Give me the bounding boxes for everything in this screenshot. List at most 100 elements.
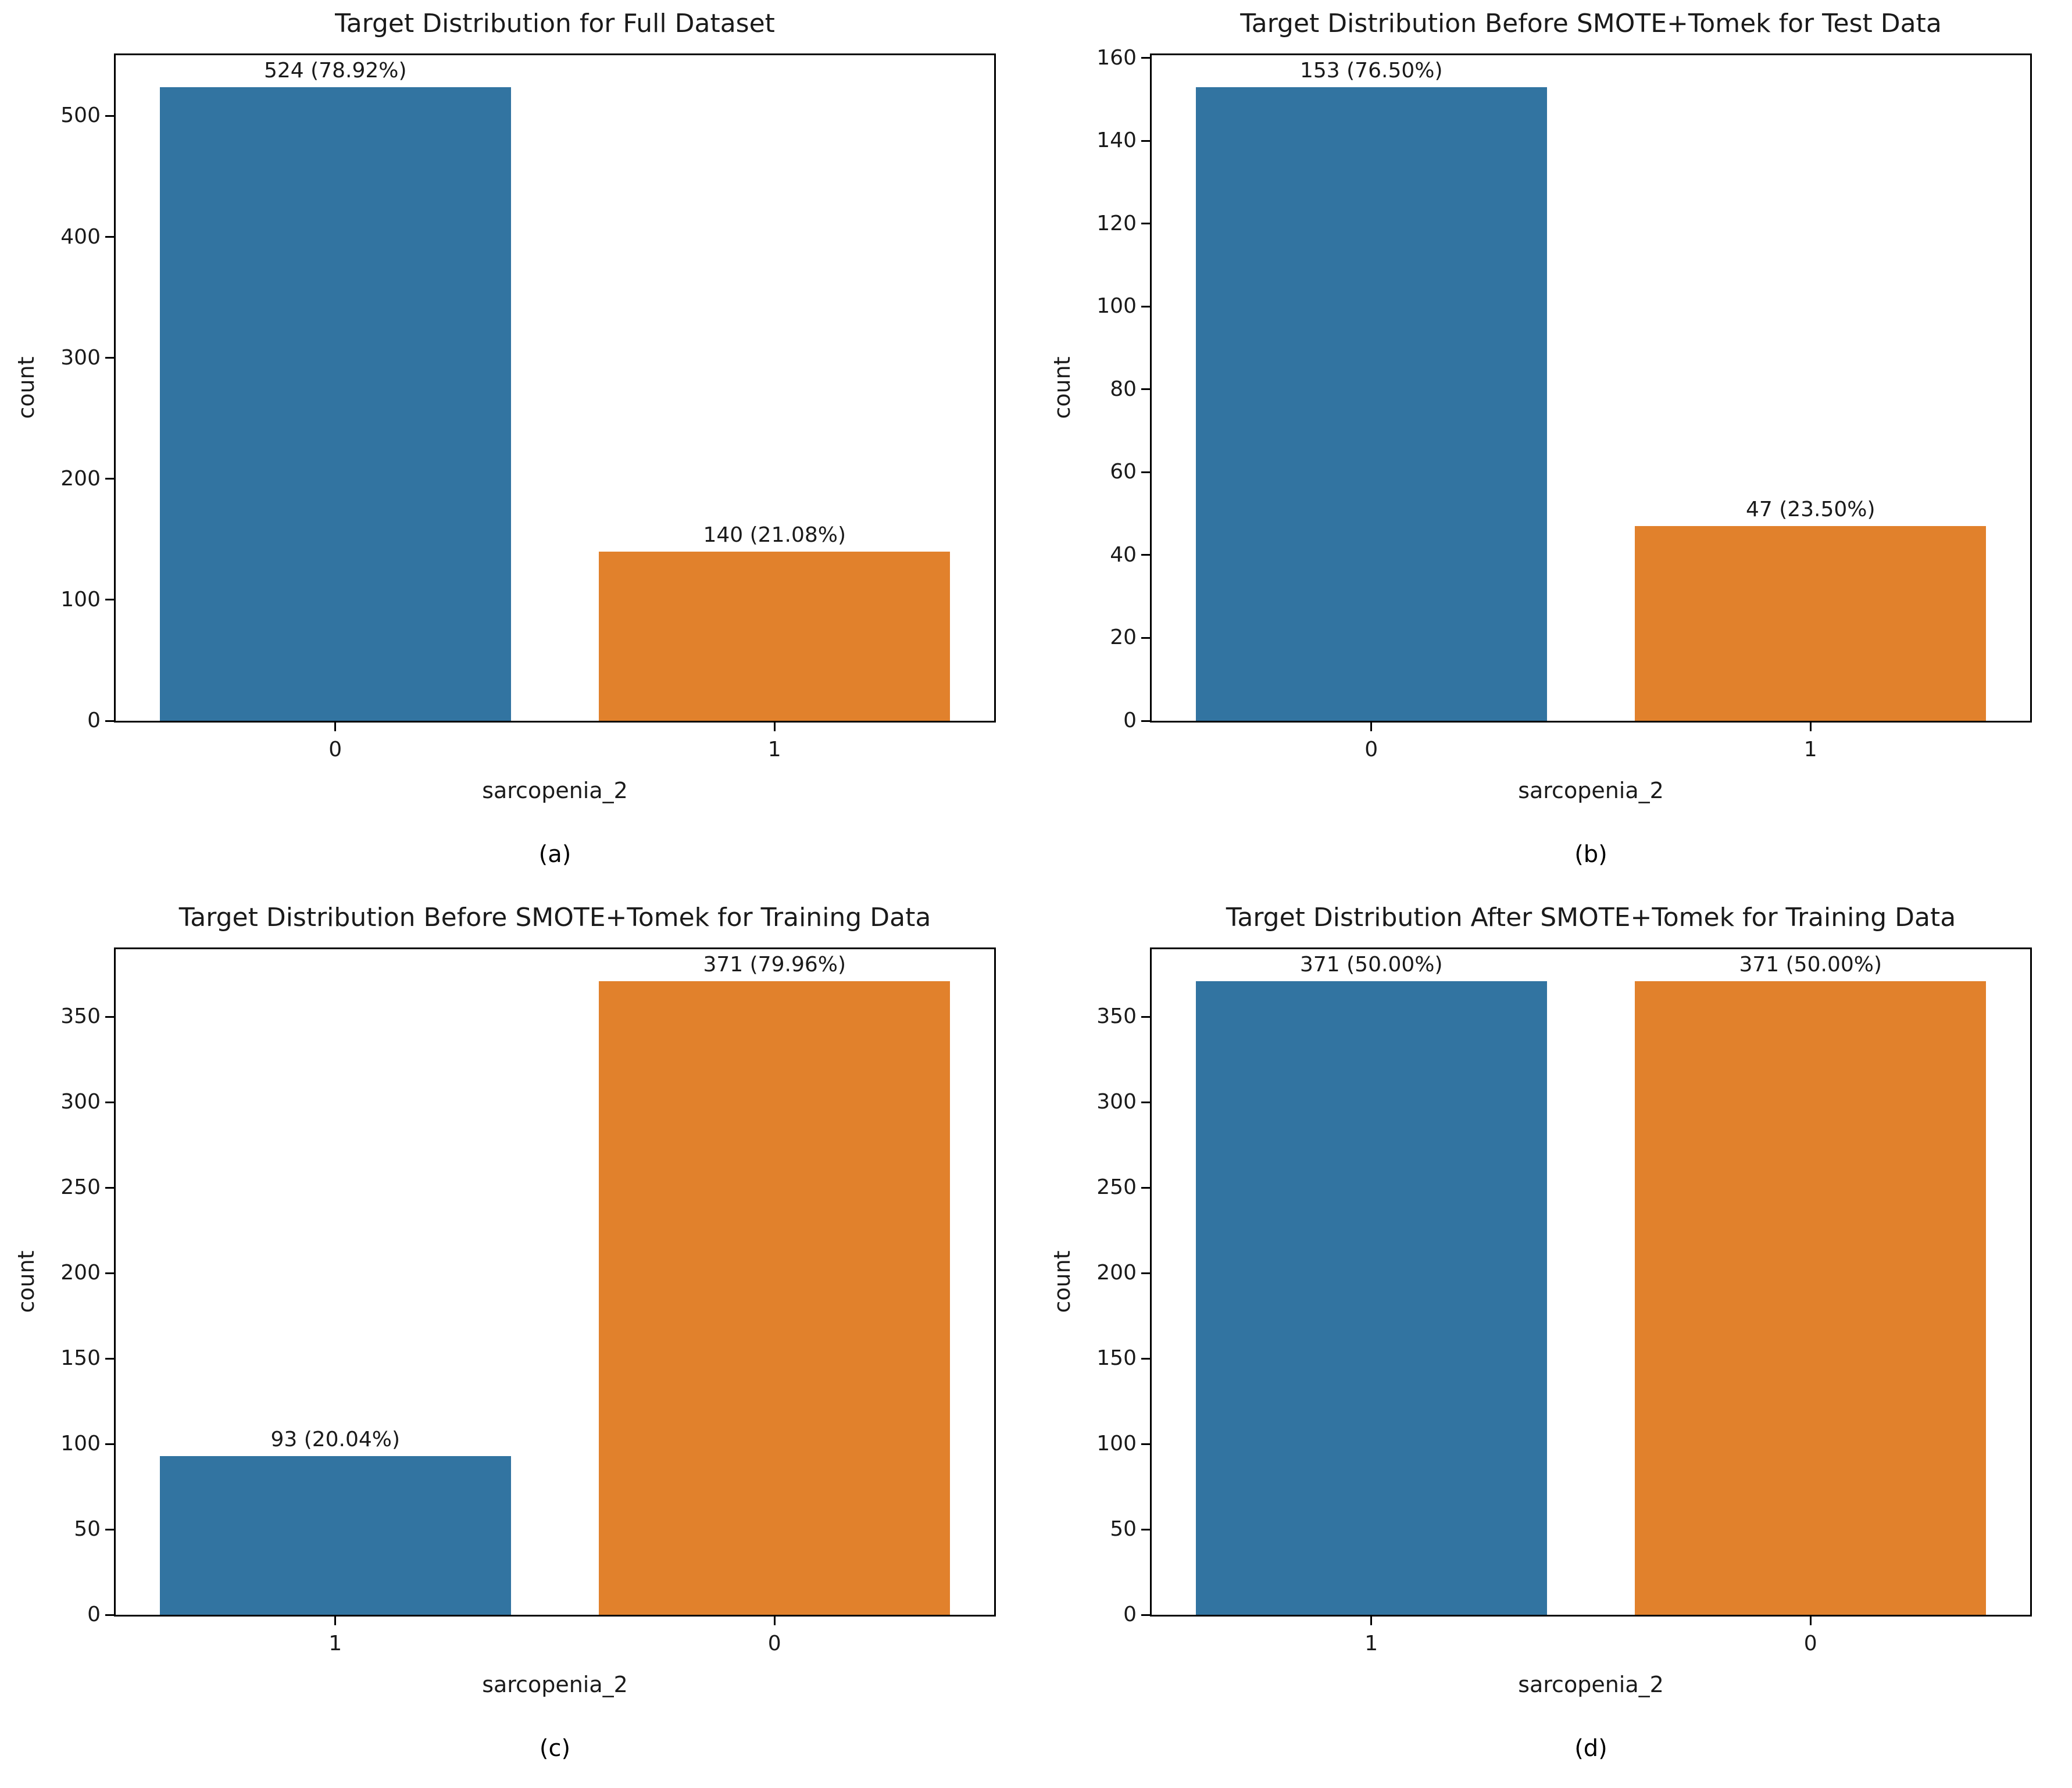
y-tick-label: 40 — [1110, 542, 1137, 567]
chart-title: Target Distribution After SMOTE+Tomek fo… — [1226, 903, 1956, 932]
y-tick-label: 60 — [1110, 460, 1137, 484]
bar-value-label: 140 (21.08%) — [703, 523, 846, 547]
x-tick-label: 1 — [1803, 738, 1817, 761]
y-tick-label: 0 — [87, 1603, 101, 1626]
bar — [599, 981, 951, 1615]
plot-area: 524 (78.92%) 140 (21.08%) — [114, 53, 996, 723]
x-axis-label: sarcopenia_2 — [1518, 778, 1664, 803]
y-tick-label: 200 — [1096, 1261, 1137, 1285]
y-tick-label: 400 — [60, 224, 101, 249]
y-tick-mark — [1141, 471, 1150, 473]
y-tick-mark — [1141, 1443, 1150, 1445]
y-tick-label: 300 — [1096, 1090, 1137, 1114]
bar — [599, 551, 951, 721]
x-tick-mark — [334, 723, 337, 731]
y-tick-label: 20 — [1110, 625, 1137, 650]
x-axis-label: sarcopenia_2 — [1518, 1672, 1664, 1697]
x-tick-mark — [1809, 723, 1812, 731]
y-tick-label: 150 — [60, 1346, 101, 1371]
x-tick-mark — [1809, 1617, 1812, 1625]
x-tick-mark — [773, 723, 776, 731]
x-axis-label: sarcopenia_2 — [482, 1672, 628, 1697]
x-axis-label: sarcopenia_2 — [482, 778, 628, 803]
subplot-b: Target Distribution Before SMOTE+Tomek f… — [1036, 0, 2072, 894]
subplot-c: Target Distribution Before SMOTE+Tomek f… — [0, 894, 1036, 1788]
y-tick-mark — [1141, 554, 1150, 556]
x-tick-label: 1 — [767, 738, 781, 761]
plot-area: 93 (20.04%) 371 (79.96%) — [114, 947, 996, 1617]
chart-title: Target Distribution for Full Dataset — [335, 9, 775, 38]
y-tick-mark — [105, 1101, 114, 1103]
bar — [159, 87, 511, 721]
y-tick-label: 100 — [60, 587, 101, 612]
bar-value-label: 371 (50.00%) — [1299, 952, 1443, 977]
y-tick-label: 140 — [1096, 128, 1137, 153]
y-tick-label: 150 — [1096, 1346, 1137, 1371]
y-tick-label: 80 — [1110, 377, 1137, 401]
y-tick-label: 0 — [1123, 709, 1137, 732]
y-tick-label: 350 — [60, 1004, 101, 1029]
y-tick-mark — [1141, 223, 1150, 225]
y-tick-mark — [1141, 1101, 1150, 1103]
x-tick-mark — [334, 1617, 337, 1625]
y-tick-label: 50 — [1110, 1517, 1137, 1542]
y-tick-label: 120 — [1096, 211, 1137, 235]
y-tick-mark — [105, 1357, 114, 1360]
y-tick-label: 300 — [60, 345, 101, 370]
x-tick-label: 0 — [767, 1632, 781, 1655]
y-tick-label: 0 — [87, 709, 101, 732]
chart-title: Target Distribution Before SMOTE+Tomek f… — [1240, 9, 1942, 38]
subplot-caption: (d) — [1574, 1735, 1607, 1762]
y-tick-mark — [105, 1015, 114, 1018]
y-tick-mark — [1141, 57, 1150, 59]
x-tick-label: 0 — [1803, 1632, 1817, 1655]
y-tick-mark — [1141, 1272, 1150, 1274]
bar — [1195, 981, 1547, 1615]
x-tick-label: 0 — [1364, 738, 1378, 761]
y-tick-label: 300 — [60, 1090, 101, 1114]
subplot-caption: (a) — [538, 841, 571, 868]
x-tick-label: 0 — [328, 738, 342, 761]
bar — [1195, 87, 1547, 721]
x-tick-mark — [1370, 723, 1373, 731]
bar-value-label: 524 (78.92%) — [263, 58, 407, 83]
y-tick-label: 250 — [1096, 1175, 1137, 1200]
y-tick-label: 0 — [1123, 1603, 1137, 1626]
bar — [159, 1456, 511, 1615]
y-tick-label: 500 — [60, 103, 101, 128]
y-tick-mark — [105, 1272, 114, 1274]
bar-value-label: 47 (23.50%) — [1745, 498, 1875, 522]
subplot-a: Target Distribution for Full Dataset cou… — [0, 0, 1036, 894]
y-tick-mark — [105, 1614, 114, 1616]
plot-area: 153 (76.50%) 47 (23.50%) — [1150, 53, 2032, 723]
y-tick-mark — [1141, 305, 1150, 307]
subplot-d: Target Distribution After SMOTE+Tomek fo… — [1036, 894, 2072, 1788]
y-tick-mark — [105, 720, 114, 722]
y-tick-mark — [1141, 1357, 1150, 1360]
y-tick-mark — [1141, 720, 1150, 722]
y-tick-mark — [105, 357, 114, 359]
y-tick-mark — [105, 236, 114, 238]
y-tick-mark — [1141, 1186, 1150, 1189]
y-tick-label: 100 — [60, 1432, 101, 1456]
x-tick-mark — [773, 1617, 776, 1625]
y-tick-label: 200 — [60, 1261, 101, 1285]
chart-title: Target Distribution Before SMOTE+Tomek f… — [178, 903, 931, 932]
y-tick-mark — [105, 599, 114, 601]
y-tick-mark — [105, 1443, 114, 1445]
bar — [1635, 526, 1987, 721]
y-tick-label: 160 — [1096, 45, 1137, 70]
y-tick-mark — [105, 1528, 114, 1530]
y-tick-label: 100 — [1096, 294, 1137, 319]
bar-value-label: 93 (20.04%) — [270, 1427, 401, 1451]
y-tick-label: 100 — [1096, 1432, 1137, 1456]
x-tick-mark — [1370, 1617, 1373, 1625]
y-tick-mark — [105, 115, 114, 117]
plot-area: 371 (50.00%) 371 (50.00%) — [1150, 947, 2032, 1617]
bar-value-label: 371 (50.00%) — [1739, 952, 1882, 977]
y-tick-mark — [1141, 1528, 1150, 1530]
y-tick-mark — [1141, 388, 1150, 391]
y-tick-label: 200 — [60, 466, 101, 491]
y-tick-label: 350 — [1096, 1004, 1137, 1029]
